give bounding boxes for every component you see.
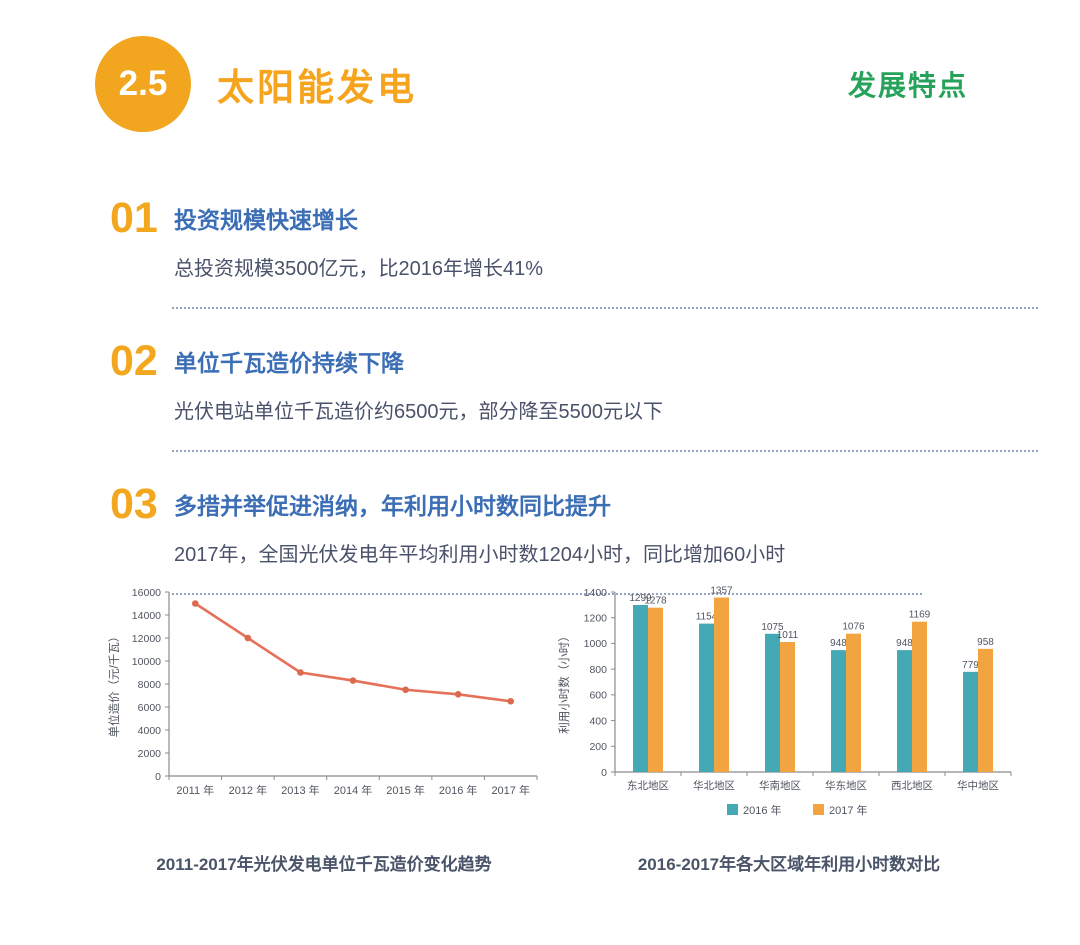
feature-description: 光伏电站单位千瓦造价约6500元，部分降至5500元以下 [174,401,663,423]
utilization-hours-bar-chart: 0 200 400 600 800 1000 1200 1400 1299 1154 1075 948… [557,586,1012,817]
svg-text:1357: 1357 [710,586,733,597]
svg-text:14000: 14000 [132,610,161,622]
section-number: 2.5 [118,64,168,103]
svg-text:1154: 1154 [696,612,718,623]
svg-text:600: 600 [589,690,607,702]
svg-text:1076: 1076 [842,622,865,633]
svg-text:10000: 10000 [132,656,161,668]
svg-text:0: 0 [155,771,161,783]
svg-text:6000: 6000 [138,702,162,714]
svg-text:1169: 1169 [909,610,931,621]
dotted-divider [172,450,1038,452]
svg-text:2013 年: 2013 年 [281,783,320,797]
svg-text:0: 0 [601,767,607,779]
svg-text:12000: 12000 [132,633,161,645]
svg-text:西北地区: 西北地区 [891,779,933,792]
line-chart-figure: 0 2000 4000 6000 8000 10000 12000 14000 16000 201… [103,578,545,875]
svg-text:4000: 4000 [138,725,162,737]
feature-texts: 多措并举促进消纳，年利用小时数同比提升 2017年，全国光伏发电年平均利用小时数… [174,482,785,567]
svg-text:2015 年: 2015 年 [386,783,425,797]
feature-title: 投资规模快速增长 [174,207,358,233]
svg-text:948: 948 [896,638,913,649]
feature-number: 01 [110,194,158,242]
page-title: 太阳能发电 [217,67,417,108]
section-header: 2.5 太阳能发电 发展特点 [95,36,968,132]
svg-text:1075: 1075 [761,622,784,633]
svg-text:2011 年: 2011 年 [176,783,214,797]
feature-title: 单位千瓦造价持续下降 [174,350,404,376]
bar-chart-figure: 0 200 400 600 800 1000 1200 1400 1299 1154 1075 948… [553,576,1025,875]
svg-text:958: 958 [977,637,994,648]
svg-text:948: 948 [830,638,847,649]
line-chart-caption: 2011-2017年光伏发电单位千瓦造价变化趋势 [156,855,492,874]
feature-texts: 投资规模快速增长 总投资规模3500亿元，比2016年增长41% [174,196,543,281]
feature-item-2: 02 单位千瓦造价持续下降 光伏电站单位千瓦造价约6500元，部分降至5500元… [110,337,1040,424]
svg-text:华中地区: 华中地区 [957,779,999,792]
svg-text:1000: 1000 [584,638,608,650]
unit-cost-line-chart: 0 2000 4000 6000 8000 10000 12000 14000 16000 201… [107,587,538,797]
svg-text:1278: 1278 [644,596,667,607]
bar-chart-caption: 2016-2017年各大区域年利用小时数对比 [637,855,941,874]
svg-text:800: 800 [589,664,607,676]
svg-text:779: 779 [962,660,979,671]
feature-list: 01 投资规模快速增长 总投资规模3500亿元，比2016年增长41% 02 单… [110,194,1040,625]
svg-text:2000: 2000 [138,748,162,760]
svg-text:华北地区: 华北地区 [693,779,735,792]
svg-text:2014 年: 2014 年 [334,783,373,797]
svg-text:华南地区: 华南地区 [759,779,801,792]
svg-text:利用小时数（小时）: 利用小时数（小时） [557,630,571,734]
feature-item-3: 03 多措并举促进消纳，年利用小时数同比提升 2017年，全国光伏发电年平均利用… [110,480,1040,567]
svg-text:华东地区: 华东地区 [825,779,867,792]
svg-text:2012 年: 2012 年 [229,783,268,797]
svg-text:1400: 1400 [584,587,608,599]
section-subtitle: 发展特点 [847,70,968,101]
svg-text:1299: 1299 [629,593,652,604]
svg-text:1011: 1011 [777,630,799,641]
feature-description: 2017年，全国光伏发电年平均利用小时数1204小时，同比增加60小时 [174,544,786,566]
svg-text:2016 年: 2016 年 [743,803,782,817]
feature-number: 03 [110,480,158,528]
svg-text:400: 400 [589,715,607,727]
feature-description: 总投资规模3500亿元，比2016年增长41% [174,258,544,280]
svg-text:2016 年: 2016 年 [439,783,478,797]
dotted-divider [172,593,922,595]
svg-text:16000: 16000 [132,587,161,599]
svg-text:2017 年: 2017 年 [491,783,530,797]
feature-title: 多措并举促进消纳，年利用小时数同比提升 [174,493,611,519]
dotted-divider [172,307,1038,309]
svg-text:1200: 1200 [584,613,608,625]
svg-text:单位造价（元/千瓦）: 单位造价（元/千瓦） [107,631,121,738]
svg-text:200: 200 [589,741,607,753]
svg-text:东北地区: 东北地区 [627,779,669,792]
svg-text:8000: 8000 [138,679,162,691]
feature-item-1: 01 投资规模快速增长 总投资规模3500亿元，比2016年增长41% [110,194,1040,281]
feature-number: 02 [110,337,158,385]
feature-texts: 单位千瓦造价持续下降 光伏电站单位千瓦造价约6500元，部分降至5500元以下 [174,339,663,424]
section-number-badge: 2.5 [95,36,191,132]
svg-text:2017 年: 2017 年 [829,803,868,817]
